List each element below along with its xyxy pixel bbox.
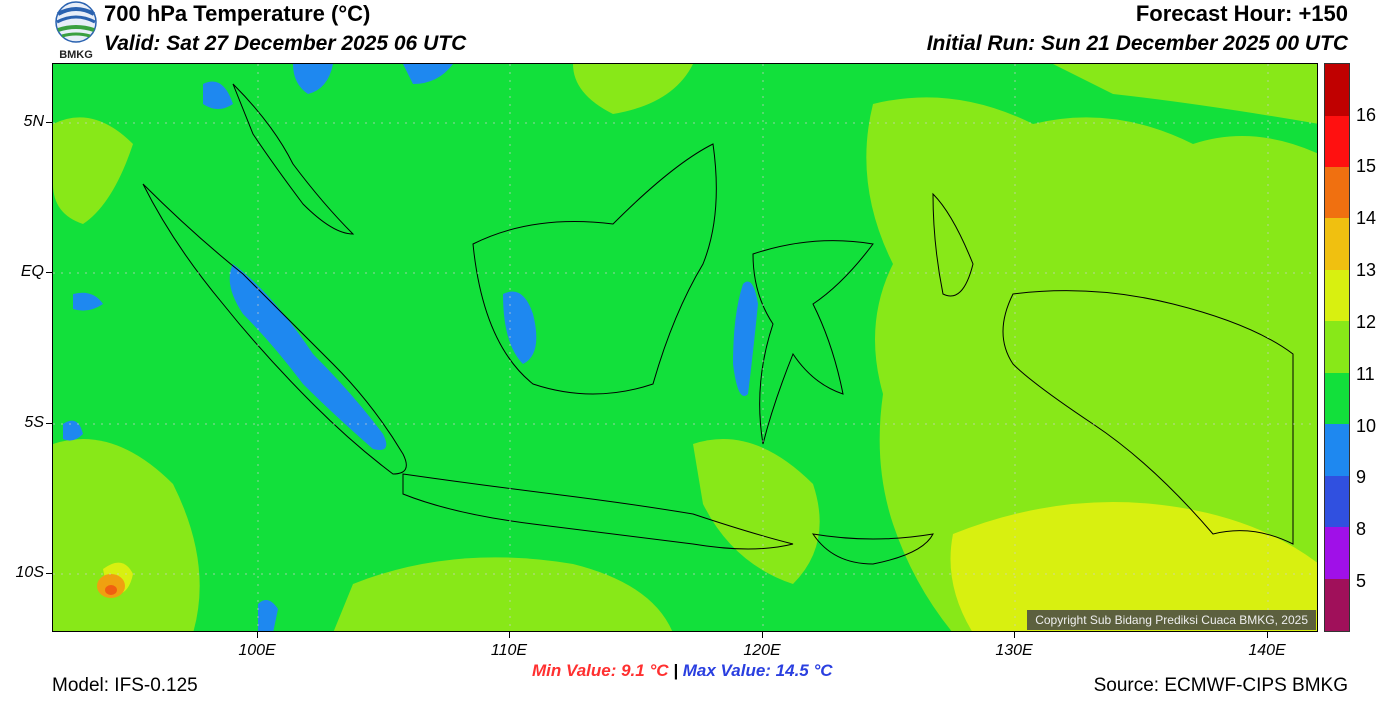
scale-label: 14	[1356, 208, 1377, 228]
source-info: Source: ECMWF-CIPS BMKG	[1093, 675, 1348, 696]
bmkg-logo: BMKG	[52, 0, 100, 61]
lon-label-100e: 100E	[238, 642, 276, 659]
scale-label: 11	[1356, 364, 1375, 384]
lat-tick	[46, 122, 52, 123]
lat-label-10s: 10S	[15, 564, 44, 581]
initial-run: Initial Run: Sun 21 December 2025 00 UTC	[926, 32, 1348, 55]
graticule	[53, 64, 1317, 631]
min-max-values: Min Value: 9.1 °C | Max Value: 14.5 °C	[532, 661, 833, 681]
color-swatch	[1325, 579, 1349, 631]
lon-tick	[1014, 632, 1015, 638]
color-swatch	[1325, 527, 1349, 579]
color-swatch	[1325, 373, 1349, 424]
coastlines	[142, 83, 1294, 565]
min-max-separator: |	[673, 661, 679, 680]
lon-label-140e: 140E	[1248, 642, 1286, 659]
color-swatch	[1325, 167, 1349, 218]
color-swatch	[1325, 321, 1349, 373]
lat-label-5n: 5N	[23, 113, 44, 130]
color-swatch	[1325, 270, 1349, 321]
logo-text: BMKG	[59, 49, 93, 60]
scale-label: 13	[1356, 260, 1377, 280]
lat-label-5s: 5S	[24, 414, 44, 431]
color-swatch	[1325, 476, 1349, 527]
scale-label: 5	[1356, 571, 1367, 591]
map-canvas	[53, 64, 1317, 631]
lat-label-eq: EQ	[20, 263, 44, 280]
forecast-hour: Forecast Hour: +150	[1135, 1, 1348, 26]
max-value: Max Value: 14.5 °C	[682, 661, 833, 680]
lat-tick	[46, 573, 52, 574]
lon-label-110e: 110E	[490, 642, 528, 659]
color-swatch	[1325, 64, 1349, 116]
scale-label: 9	[1356, 467, 1367, 487]
lon-label-120e: 120E	[743, 642, 781, 659]
copyright-notice: Copyright Sub Bidang Prediksi Cuaca BMKG…	[1027, 610, 1316, 630]
color-scale	[1324, 63, 1350, 632]
scale-label: 10	[1356, 416, 1377, 436]
scale-label: 15	[1356, 156, 1377, 176]
model-info: Model: IFS-0.125	[52, 675, 198, 696]
color-swatch	[1325, 218, 1349, 270]
field-12-areas	[53, 64, 1317, 631]
lat-tick	[46, 272, 52, 273]
color-swatch	[1325, 424, 1349, 476]
field-15-areas	[105, 585, 117, 595]
temperature-map[interactable]: Copyright Sub Bidang Prediksi Cuaca BMKG…	[52, 63, 1318, 632]
lon-label-130e: 130E	[995, 642, 1033, 659]
lon-tick	[1267, 632, 1268, 638]
color-swatch	[1325, 116, 1349, 167]
lon-tick	[762, 632, 763, 638]
lat-tick	[46, 423, 52, 424]
valid-time: Valid: Sat 27 December 2025 06 UTC	[104, 32, 467, 55]
chart-title: 700 hPa Temperature (°C)	[104, 1, 371, 26]
field-10-areas	[63, 64, 758, 631]
scale-label: 8	[1356, 519, 1367, 539]
scale-label: 16	[1356, 105, 1377, 125]
min-value: Min Value: 9.1 °C	[532, 661, 669, 680]
scale-label: 12	[1356, 312, 1377, 332]
lon-tick	[257, 632, 258, 638]
lon-tick	[509, 632, 510, 638]
